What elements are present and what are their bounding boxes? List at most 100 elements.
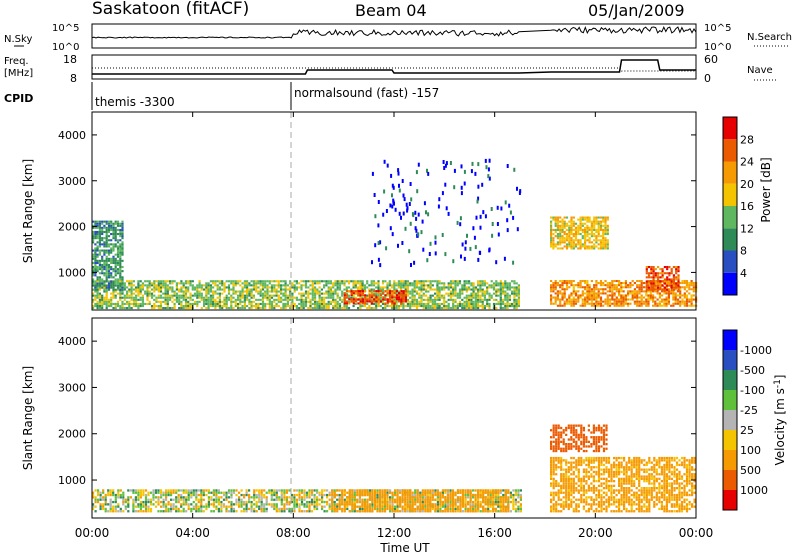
- velocity-cell: [378, 505, 382, 508]
- velocity-cell: [489, 500, 492, 504]
- velocity-cell: [258, 505, 261, 508]
- power-cell: [586, 292, 589, 295]
- power-cell: [261, 282, 265, 285]
- power-cell: [332, 292, 335, 295]
- velocity-cell: [149, 500, 153, 504]
- power-cell: [645, 290, 648, 293]
- velocity-cell: [275, 505, 278, 508]
- power-cell: [112, 294, 115, 297]
- velocity-cell: [328, 498, 331, 501]
- power-cell: [676, 300, 680, 303]
- power-cell: [645, 282, 648, 285]
- power-cell: [559, 220, 562, 223]
- power-cell: [347, 294, 351, 297]
- power-cell: [508, 203, 511, 208]
- power-cell: [200, 294, 203, 297]
- power-cell: [212, 282, 215, 285]
- velocity-cell: [185, 510, 188, 513]
- power-cell: [107, 266, 111, 269]
- power-cell: [116, 220, 120, 223]
- power-cell: [139, 284, 142, 287]
- power-cell: [273, 284, 276, 287]
- velocity-cell: [202, 498, 205, 501]
- velocity-cell: [368, 507, 371, 511]
- power-cell: [96, 235, 99, 238]
- velocity-cell: [250, 507, 253, 511]
- power-cell: [458, 290, 462, 293]
- power-cell: [101, 298, 104, 301]
- velocity-cell: [371, 489, 374, 492]
- velocity-cell: [363, 493, 366, 497]
- power-cell: [379, 240, 382, 245]
- power-cell: [112, 280, 115, 283]
- power-cell: [483, 282, 486, 285]
- velocity-cell: [142, 505, 145, 508]
- power-cell: [584, 233, 587, 236]
- power-cell: [561, 280, 564, 283]
- velocity-cell: [215, 500, 218, 504]
- power-cell: [556, 284, 559, 287]
- power-cell: [218, 292, 221, 295]
- velocity-cell: [295, 503, 298, 506]
- power-cell: [96, 292, 99, 295]
- power-cell: [119, 280, 122, 283]
- power-cell: [175, 294, 178, 297]
- power-cell: [110, 300, 113, 303]
- power-cell: [473, 235, 476, 240]
- power-cell: [465, 290, 468, 293]
- power-cell: [599, 241, 603, 244]
- velocity-cell: [210, 491, 213, 494]
- velocity-cell: [202, 505, 205, 508]
- power-cell: [620, 286, 623, 289]
- power-cell: [492, 288, 496, 291]
- power-cell: [234, 298, 237, 301]
- power-cell: [280, 284, 283, 287]
- velocity-cell: [227, 491, 231, 494]
- power-cell: [554, 243, 557, 246]
- power-cell: [96, 237, 99, 240]
- power-cell: [116, 255, 120, 258]
- power-cell: [128, 296, 131, 299]
- power-cell: [593, 284, 596, 287]
- power-cell: [182, 292, 185, 295]
- velocity-cell: [396, 505, 399, 508]
- power-cell: [398, 188, 401, 193]
- velocity-cell: [381, 507, 384, 511]
- power-cell: [477, 184, 480, 189]
- power-cell: [148, 280, 151, 283]
- power-cell: [289, 296, 292, 299]
- power-cell: [348, 298, 351, 301]
- power-cell: [155, 300, 158, 303]
- velocity-cell: [212, 498, 215, 501]
- power-cell: [400, 292, 403, 295]
- power-cell: [150, 294, 154, 297]
- power-cell: [241, 288, 244, 291]
- power-cell: [499, 300, 502, 303]
- power-cell: [570, 241, 573, 244]
- power-cell: [665, 304, 668, 307]
- velocity-cell: [416, 510, 419, 513]
- velocity-cell: [187, 498, 190, 501]
- power-cell: [164, 298, 167, 301]
- power-cell: [175, 300, 178, 303]
- power-cell: [107, 228, 111, 231]
- power-cell: [574, 245, 578, 248]
- power-cell: [198, 294, 201, 297]
- power-cell: [112, 237, 115, 240]
- power-cell: [336, 300, 339, 303]
- velocity-cell: [512, 503, 515, 506]
- power-cell: [389, 298, 392, 301]
- velocity-cell: [391, 491, 394, 494]
- velocity-cell: [207, 489, 210, 492]
- power-cell: [232, 296, 235, 299]
- velocity-cell: [426, 493, 429, 497]
- power-cell: [329, 302, 332, 305]
- velocity-cell: [321, 489, 324, 492]
- power-cell: [103, 261, 106, 264]
- power-cell: [116, 270, 120, 273]
- power-cell: [437, 204, 440, 209]
- power-cell: [464, 240, 467, 245]
- power-cell: [105, 307, 108, 310]
- power-cell: [402, 292, 405, 295]
- velocity-cell: [273, 505, 276, 508]
